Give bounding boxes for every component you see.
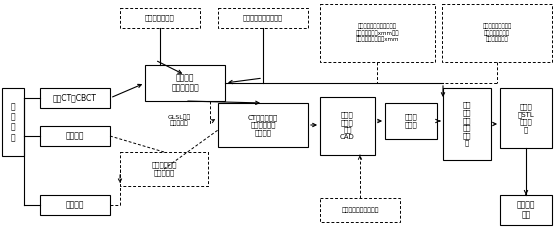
Bar (145, 65, 225, 101)
Text: 拍摄CT或CBCT: 拍摄CT或CBCT (53, 93, 97, 102)
Bar (120, 152, 208, 186)
Bar (40, 88, 110, 108)
Text: GLSL对为
域层进行集: GLSL对为 域层进行集 (168, 114, 190, 126)
Bar (500, 195, 552, 225)
Text: 确定
植体
最终
位置
和姿
态: 确定 植体 最终 位置 和姿 态 (463, 102, 471, 146)
Text: 生成导
板STL
三维数
据: 生成导 板STL 三维数 据 (518, 103, 534, 133)
Bar (385, 103, 437, 139)
Text: 植体包外空间层检测法: 植体包外空间层检测法 (243, 15, 283, 21)
Bar (40, 126, 110, 146)
Text: 三维重建开抛数: 三维重建开抛数 (145, 15, 175, 21)
Text: 导板三维
打印: 导板三维 打印 (517, 200, 535, 220)
Text: 及连忍骨模体三维数据: 及连忍骨模体三维数据 (341, 207, 379, 213)
Bar (218, 103, 308, 147)
Text: 植体初
步定位: 植体初 步定位 (405, 114, 417, 128)
Bar (500, 88, 552, 148)
Bar (218, 8, 308, 28)
Text: 牙列、牙齿三
维表面数据: 牙列、牙齿三 维表面数据 (152, 162, 176, 176)
Text: 安全种植
三维空间数据: 安全种植 三维空间数据 (171, 73, 199, 93)
Bar (320, 4, 435, 62)
Bar (120, 8, 200, 28)
Bar (320, 97, 375, 155)
Text: 种
植
患
者: 种 植 患 者 (11, 102, 16, 142)
Text: 模型扫描: 模型扫描 (65, 131, 84, 141)
Text: 测量缺损牙区近中邻牙半牙
宽总和，均分得xmm，作
为导板的轴向分分个xmm: 测量缺损牙区近中邻牙半牙 宽总和，均分得xmm，作 为导板的轴向分分个xmm (356, 24, 399, 42)
Bar (443, 88, 491, 160)
Bar (40, 195, 110, 215)
Text: 口内扫描: 口内扫描 (65, 200, 84, 210)
Bar (2, 88, 24, 156)
Bar (320, 198, 400, 222)
Text: 缺失牙
全解剖
模体
CAD: 缺失牙 全解剖 模体 CAD (340, 112, 355, 140)
Text: CT数据与牙列
牙齿三维扫描
融合数据: CT数据与牙列 牙齿三维扫描 融合数据 (248, 114, 278, 136)
Text: 设计正常区域分层骨
及水平，分割等高
骨个骨技术文献: 设计正常区域分层骨 及水平，分割等高 骨个骨技术文献 (482, 24, 512, 42)
Bar (442, 4, 552, 62)
